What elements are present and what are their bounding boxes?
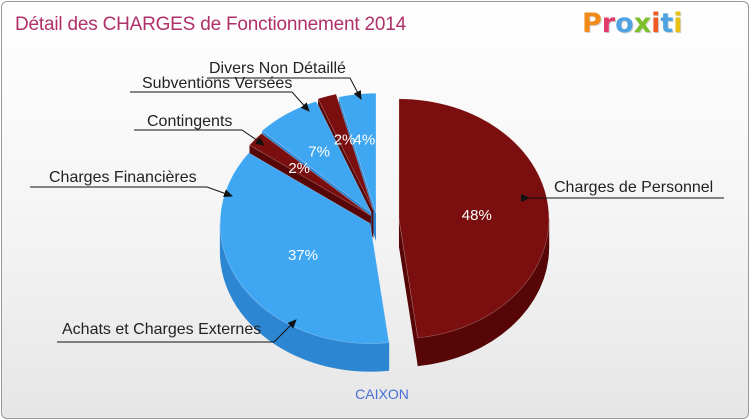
- logo-letter: t: [660, 8, 674, 39]
- logo-letter: i: [673, 8, 683, 39]
- slice-top: [261, 101, 372, 214]
- proxiti-logo[interactable]: Proxiti: [582, 8, 694, 48]
- leader-line-3: [134, 129, 265, 146]
- pct-label-4: 2%: [334, 132, 356, 149]
- pie-slice-0[interactable]: [398, 98, 550, 367]
- category-label-3: Contingents: [147, 113, 232, 130]
- leader-line-2: [30, 186, 233, 198]
- chart-title: Détail des CHARGES de Fonctionnement 201…: [15, 14, 407, 35]
- logo-letter: x: [633, 8, 652, 39]
- logo-letter: r: [601, 8, 616, 39]
- category-label-5: Divers Non Détaillé: [209, 60, 346, 77]
- pct-label-2: 2%: [288, 160, 310, 177]
- pct-label-3: 7%: [308, 143, 330, 160]
- leader-line-5: [207, 77, 362, 100]
- category-label-4: Subventions Versées: [142, 75, 292, 92]
- chart-caption: CAIXON: [355, 386, 409, 402]
- pct-label-0: 48%: [462, 207, 492, 224]
- slice-top: [317, 93, 374, 211]
- pct-label-1: 37%: [288, 247, 318, 264]
- logo-letter: o: [615, 8, 634, 39]
- category-label-2: Charges Financières: [49, 169, 197, 186]
- category-label-1: Achats et Charges Externes: [62, 321, 261, 338]
- leader-line-1: [57, 319, 297, 343]
- pct-label-5: 4%: [353, 131, 375, 148]
- pie-slice-1[interactable]: [219, 152, 390, 372]
- slice-top: [219, 152, 390, 344]
- leader-line-4: [130, 91, 310, 112]
- slice-face: [398, 218, 418, 366]
- category-label-0: Charges de Personnel: [554, 179, 713, 196]
- logo-letter: i: [651, 8, 661, 39]
- logo-letter: P: [582, 8, 602, 39]
- slice-top: [398, 98, 550, 339]
